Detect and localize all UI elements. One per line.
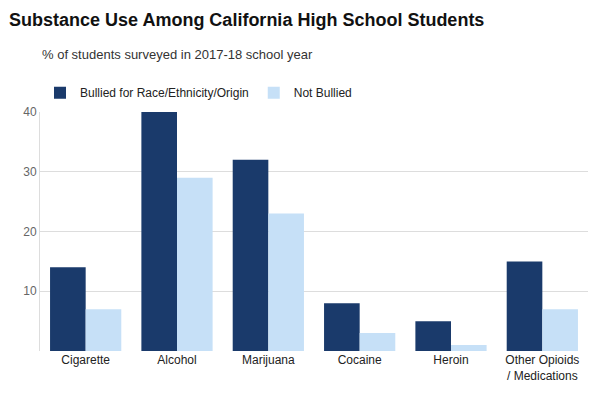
svg-text:Cocaine: Cocaine	[338, 353, 382, 367]
svg-text:Alcohol: Alcohol	[157, 353, 196, 367]
svg-text:Bullied for Race/Ethnicity/Ori: Bullied for Race/Ethnicity/Origin	[80, 86, 249, 100]
svg-text:Marijuana: Marijuana	[242, 353, 295, 367]
svg-text:% of students surveyed in 2017: % of students surveyed in 2017-18 school…	[42, 47, 313, 62]
svg-text:10: 10	[23, 284, 37, 298]
svg-text:20: 20	[23, 225, 37, 239]
svg-text:Heroin: Heroin	[433, 353, 468, 367]
svg-text:Not Bullied: Not Bullied	[294, 86, 352, 100]
svg-text:Other Opioids/ Medications: Other Opioids/ Medications	[505, 353, 579, 383]
svg-text:Substance Use Among California: Substance Use Among California High Scho…	[9, 10, 484, 30]
svg-text:30: 30	[23, 165, 37, 179]
svg-text:40: 40	[23, 105, 37, 119]
svg-text:Cigarette: Cigarette	[61, 353, 110, 367]
